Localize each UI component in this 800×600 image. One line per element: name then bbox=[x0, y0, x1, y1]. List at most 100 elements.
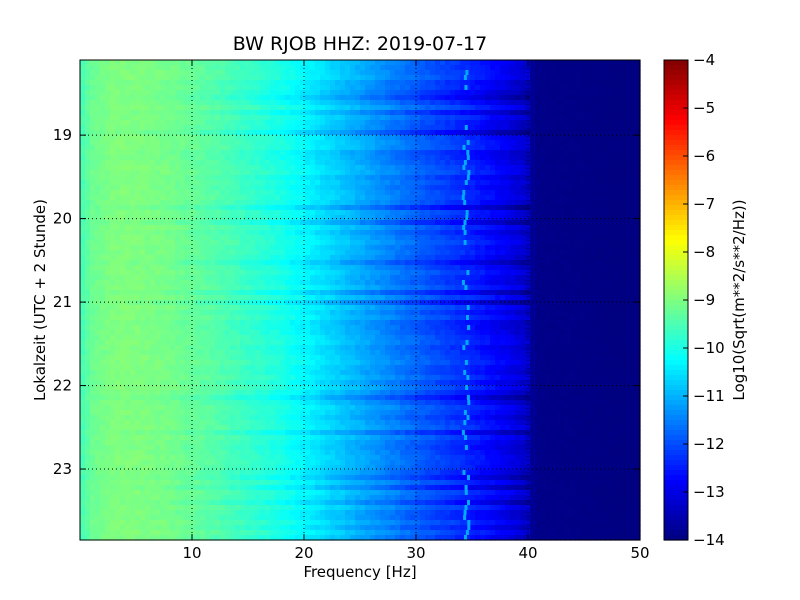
heatmap-cell bbox=[630, 240, 636, 246]
heatmap-cell bbox=[460, 115, 466, 121]
heatmap-cell bbox=[585, 105, 591, 111]
heatmap-cell bbox=[390, 90, 396, 96]
heatmap-cell bbox=[300, 60, 306, 66]
heatmap-cell bbox=[340, 175, 346, 181]
heatmap-cell bbox=[235, 75, 241, 81]
heatmap-cell bbox=[215, 185, 221, 191]
heatmap-cell bbox=[190, 60, 196, 66]
heatmap-cell bbox=[260, 100, 266, 106]
heatmap-cell bbox=[420, 225, 426, 231]
heatmap-cell bbox=[595, 275, 601, 281]
heatmap-cell bbox=[510, 175, 516, 181]
heatmap-cell bbox=[300, 85, 306, 91]
heatmap-cell bbox=[220, 145, 226, 151]
heatmap-cell bbox=[335, 165, 341, 171]
heatmap-cell bbox=[610, 140, 616, 146]
heatmap-cell bbox=[185, 260, 191, 266]
heatmap-cell bbox=[550, 175, 556, 181]
heatmap-cell bbox=[385, 255, 391, 261]
heatmap-cell bbox=[175, 120, 181, 126]
heatmap-cell bbox=[585, 130, 591, 136]
heatmap-cell bbox=[430, 145, 436, 151]
heatmap-cell bbox=[400, 195, 406, 201]
heatmap-cell bbox=[100, 155, 106, 161]
heatmap-cell bbox=[505, 215, 511, 221]
heatmap-cell bbox=[460, 75, 466, 81]
heatmap-cell bbox=[90, 140, 96, 146]
heatmap-cell bbox=[350, 210, 356, 216]
heatmap-cell bbox=[210, 150, 216, 156]
heatmap-cell bbox=[140, 215, 146, 221]
heatmap-cell bbox=[415, 150, 421, 156]
heatmap-cell bbox=[290, 240, 296, 246]
heatmap-cell bbox=[630, 130, 636, 136]
heatmap-cell bbox=[475, 245, 481, 251]
heatmap-cell bbox=[550, 270, 556, 276]
heatmap-cell bbox=[230, 130, 236, 136]
heatmap-cell bbox=[360, 100, 366, 106]
heatmap-cell bbox=[210, 280, 216, 286]
heatmap-cell bbox=[530, 155, 536, 161]
heatmap-cell bbox=[180, 115, 186, 121]
heatmap-cell bbox=[220, 150, 226, 156]
heatmap-cell bbox=[155, 155, 161, 161]
heatmap-cell bbox=[270, 240, 276, 246]
heatmap-cell bbox=[290, 140, 296, 146]
heatmap-cell bbox=[485, 145, 491, 151]
heatmap-cell bbox=[305, 60, 311, 66]
heatmap-cell bbox=[335, 265, 341, 271]
heatmap-cell bbox=[365, 60, 371, 66]
heatmap-cell bbox=[260, 220, 266, 226]
heatmap-cell bbox=[630, 75, 636, 81]
heatmap-cell bbox=[380, 210, 386, 216]
heatmap-cell bbox=[320, 105, 326, 111]
heatmap-cell bbox=[320, 260, 326, 266]
heatmap-cell bbox=[190, 75, 196, 81]
heatmap-cell bbox=[475, 145, 481, 151]
heatmap-cell bbox=[340, 230, 346, 236]
heatmap-cell bbox=[565, 100, 571, 106]
heatmap-cell bbox=[245, 70, 251, 76]
heatmap-cell bbox=[315, 195, 321, 201]
heatmap-cell bbox=[540, 240, 546, 246]
heatmap-cell bbox=[335, 110, 341, 116]
heatmap-cell bbox=[145, 135, 151, 141]
heatmap-cell bbox=[245, 105, 251, 111]
heatmap-cell bbox=[235, 215, 241, 221]
heatmap-cell bbox=[575, 195, 581, 201]
heatmap-cell bbox=[520, 170, 526, 176]
heatmap-cell bbox=[310, 130, 316, 136]
heatmap-cell bbox=[130, 90, 136, 96]
heatmap-cell bbox=[545, 270, 551, 276]
heatmap-cell bbox=[225, 190, 231, 196]
heatmap-cell bbox=[600, 115, 606, 121]
heatmap-cell bbox=[170, 190, 176, 196]
heatmap-cell bbox=[530, 105, 536, 111]
heatmap-cell bbox=[360, 105, 366, 111]
heatmap-cell bbox=[600, 205, 606, 211]
heatmap-cell bbox=[260, 185, 266, 191]
heatmap-cell bbox=[585, 125, 591, 131]
heatmap-cell bbox=[570, 90, 576, 96]
heatmap-cell bbox=[500, 155, 506, 161]
heatmap-cell bbox=[210, 125, 216, 131]
heatmap-cell bbox=[570, 65, 576, 71]
heatmap-cell bbox=[120, 60, 126, 66]
heatmap-cell bbox=[505, 110, 511, 116]
heatmap-cell bbox=[275, 155, 281, 161]
heatmap-cell bbox=[465, 190, 471, 196]
heatmap-cell bbox=[505, 75, 511, 81]
heatmap-cell bbox=[560, 250, 566, 256]
heatmap-cell bbox=[385, 235, 391, 241]
heatmap-cell bbox=[365, 115, 371, 121]
heatmap-cell bbox=[425, 210, 431, 216]
heatmap-cell bbox=[460, 240, 466, 246]
heatmap-cell bbox=[295, 230, 301, 236]
heatmap-cell bbox=[445, 200, 451, 206]
heatmap-cell bbox=[575, 205, 581, 211]
heatmap-cell bbox=[525, 75, 531, 81]
heatmap-cell bbox=[565, 185, 571, 191]
heatmap-cell bbox=[365, 235, 371, 241]
heatmap-cell bbox=[535, 95, 541, 101]
heatmap-cell bbox=[235, 90, 241, 96]
